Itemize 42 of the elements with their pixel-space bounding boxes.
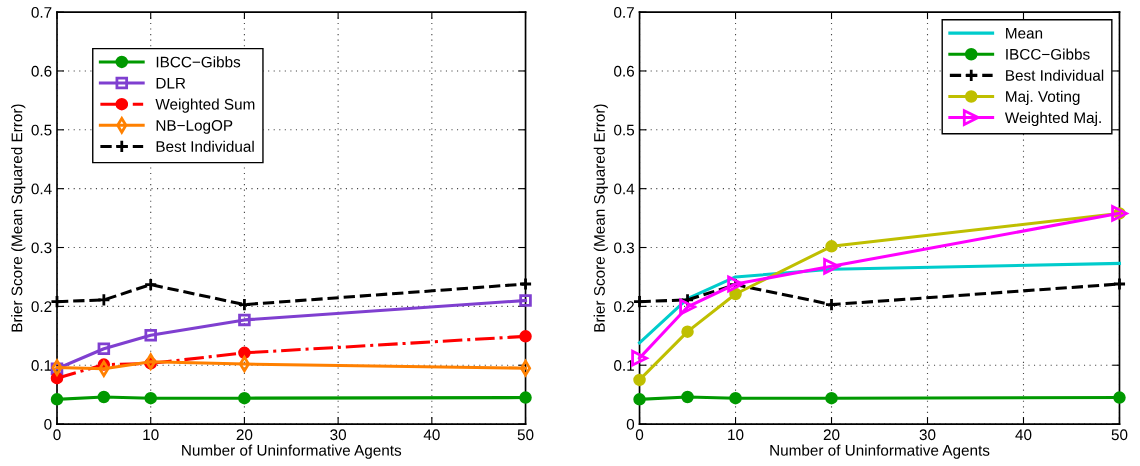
y-tick-label: 0.5 — [31, 124, 52, 136]
y-tick-label: 0.5 — [614, 124, 635, 136]
x-tick-label: 10 — [143, 429, 159, 441]
x-tick-label: 0 — [635, 429, 644, 441]
legend-label: NB−LogOP — [156, 119, 233, 134]
y-tick-label: 0.3 — [614, 242, 635, 254]
y-tick-label: 0 — [626, 418, 635, 430]
y-tick-label: 0.2 — [614, 301, 634, 313]
y-tick-label: 0.3 — [31, 242, 52, 254]
legend-label: Weighted Maj. — [1004, 111, 1101, 127]
y-tick-label: 0.6 — [614, 65, 635, 77]
legend-label: Best Individual — [1006, 69, 1104, 81]
legend-label: DLR — [156, 77, 186, 89]
legend-label: IBCC−Gibbs — [1006, 48, 1090, 60]
x-tick-label: 30 — [330, 429, 347, 441]
x-tick-label: 20 — [236, 429, 253, 441]
y-tick-label: 0 — [44, 418, 52, 430]
x-axis-title: Number of Uninformative Agents — [770, 444, 990, 459]
legend-label: Maj. Voting — [1006, 90, 1080, 105]
y-tick-label: 0.4 — [614, 183, 635, 195]
legend-label: Mean — [1006, 27, 1043, 39]
y-axis-title: Brier Score (Mean Squared Error) — [11, 104, 26, 332]
y-tick-label: 0.1 — [31, 360, 52, 371]
legend-label: IBCC−Gibbs — [156, 56, 241, 68]
x-tick-label: 50 — [1111, 429, 1128, 441]
x-tick-label: 10 — [728, 429, 744, 441]
x-tick-label: 20 — [823, 429, 840, 441]
y-tick-label: 0.7 — [614, 6, 634, 18]
x-tick-label: 30 — [919, 429, 936, 441]
legend-label: Weighted Sum — [155, 98, 255, 113]
x-tick-label: 0 — [53, 429, 61, 441]
y-tick-label: 0.7 — [31, 6, 52, 18]
x-tick-label: 50 — [517, 429, 534, 441]
y-tick-label: 0.1 — [614, 360, 634, 371]
x-axis-title: Number of Uninformative Agents — [182, 444, 402, 459]
y-tick-label: 0.6 — [31, 65, 52, 77]
legend-label: Best Individual — [156, 140, 254, 152]
x-tick-label: 40 — [423, 429, 440, 441]
y-tick-label: 0.2 — [31, 301, 52, 313]
y-axis-title: Brier Score (Mean Squared Error) — [593, 104, 608, 332]
y-tick-label: 0.4 — [31, 183, 52, 195]
x-tick-label: 40 — [1015, 429, 1032, 441]
